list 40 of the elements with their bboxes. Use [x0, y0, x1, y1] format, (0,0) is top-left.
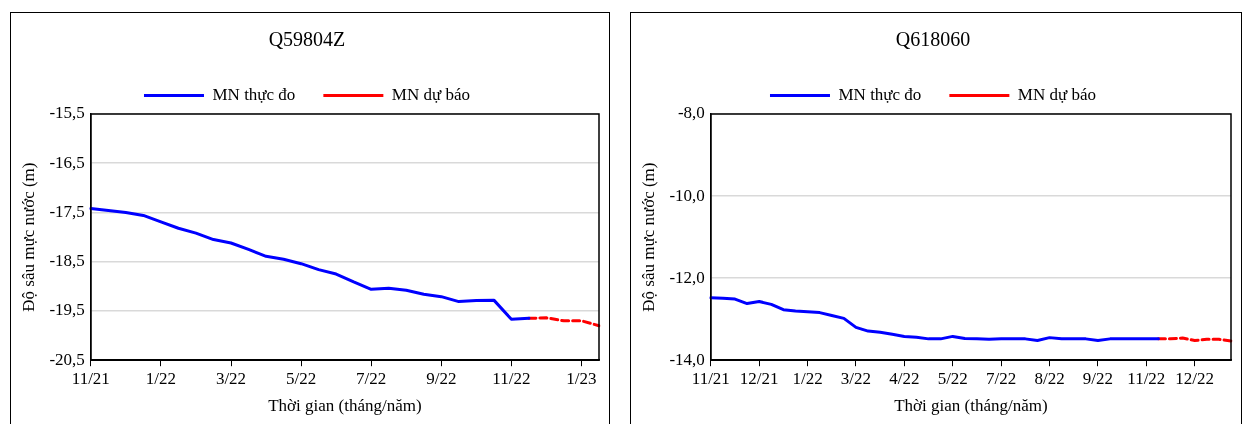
x-tick-label: 11/22 [1127, 368, 1166, 388]
y-tick-label: -17,5 [49, 201, 85, 221]
y-tick-label: -14,0 [669, 349, 705, 369]
x-tick-label: 1/23 [566, 368, 597, 388]
y-tick-label: -12,0 [669, 267, 705, 287]
x-tick-label: 5/22 [937, 368, 968, 388]
x-tick-label: 3/22 [215, 368, 247, 388]
y-tick-label: -18,5 [49, 251, 85, 271]
x-tick-label: 1/22 [792, 368, 823, 388]
y-tick-label: -16,5 [49, 152, 85, 172]
y-tick-label: -8,0 [677, 103, 705, 123]
x-tick-label: 9/22 [1082, 368, 1114, 388]
x-axis-title: Thời gian (tháng/năm) [268, 396, 422, 416]
y-axis-title: Độ sâu mực nước (m) [638, 162, 658, 312]
y-axis-title: Độ sâu mực nước (m) [18, 162, 38, 312]
y-tick-label: -20,5 [49, 349, 85, 369]
x-tick-label: 7/22 [986, 368, 1017, 388]
x-axis-title: Thời gian (tháng/năm) [894, 396, 1048, 416]
x-tick-label: 7/22 [356, 368, 387, 388]
chart-title: Q59804Z [268, 28, 346, 51]
legend-label: MN dự báo [1017, 84, 1097, 104]
y-tick-label: -15,5 [49, 103, 85, 123]
line-series [527, 316, 601, 328]
x-tick-label: 8/22 [1034, 368, 1065, 388]
chart-title: Q618060 [895, 28, 971, 51]
legend-label: MN thực đo [838, 84, 922, 104]
x-tick-label: 11/22 [492, 368, 531, 388]
legend-label: MN thực đo [212, 84, 296, 104]
x-tick-label: 11/21 [71, 368, 110, 388]
y-tick-label: -19,5 [49, 300, 85, 320]
x-tick-label: 11/21 [691, 368, 730, 388]
x-tick-label: 4/22 [889, 368, 920, 388]
x-tick-label: 9/22 [426, 368, 457, 388]
x-tick-label: 5/22 [285, 368, 317, 388]
y-tick-label: -10,0 [669, 185, 705, 205]
x-tick-label: 1/22 [145, 368, 177, 388]
legend-label: MN dự báo [391, 84, 471, 104]
x-tick-label: 3/22 [840, 368, 872, 388]
x-tick-label: 12/21 [739, 368, 779, 388]
x-tick-label: 12/22 [1175, 368, 1215, 388]
